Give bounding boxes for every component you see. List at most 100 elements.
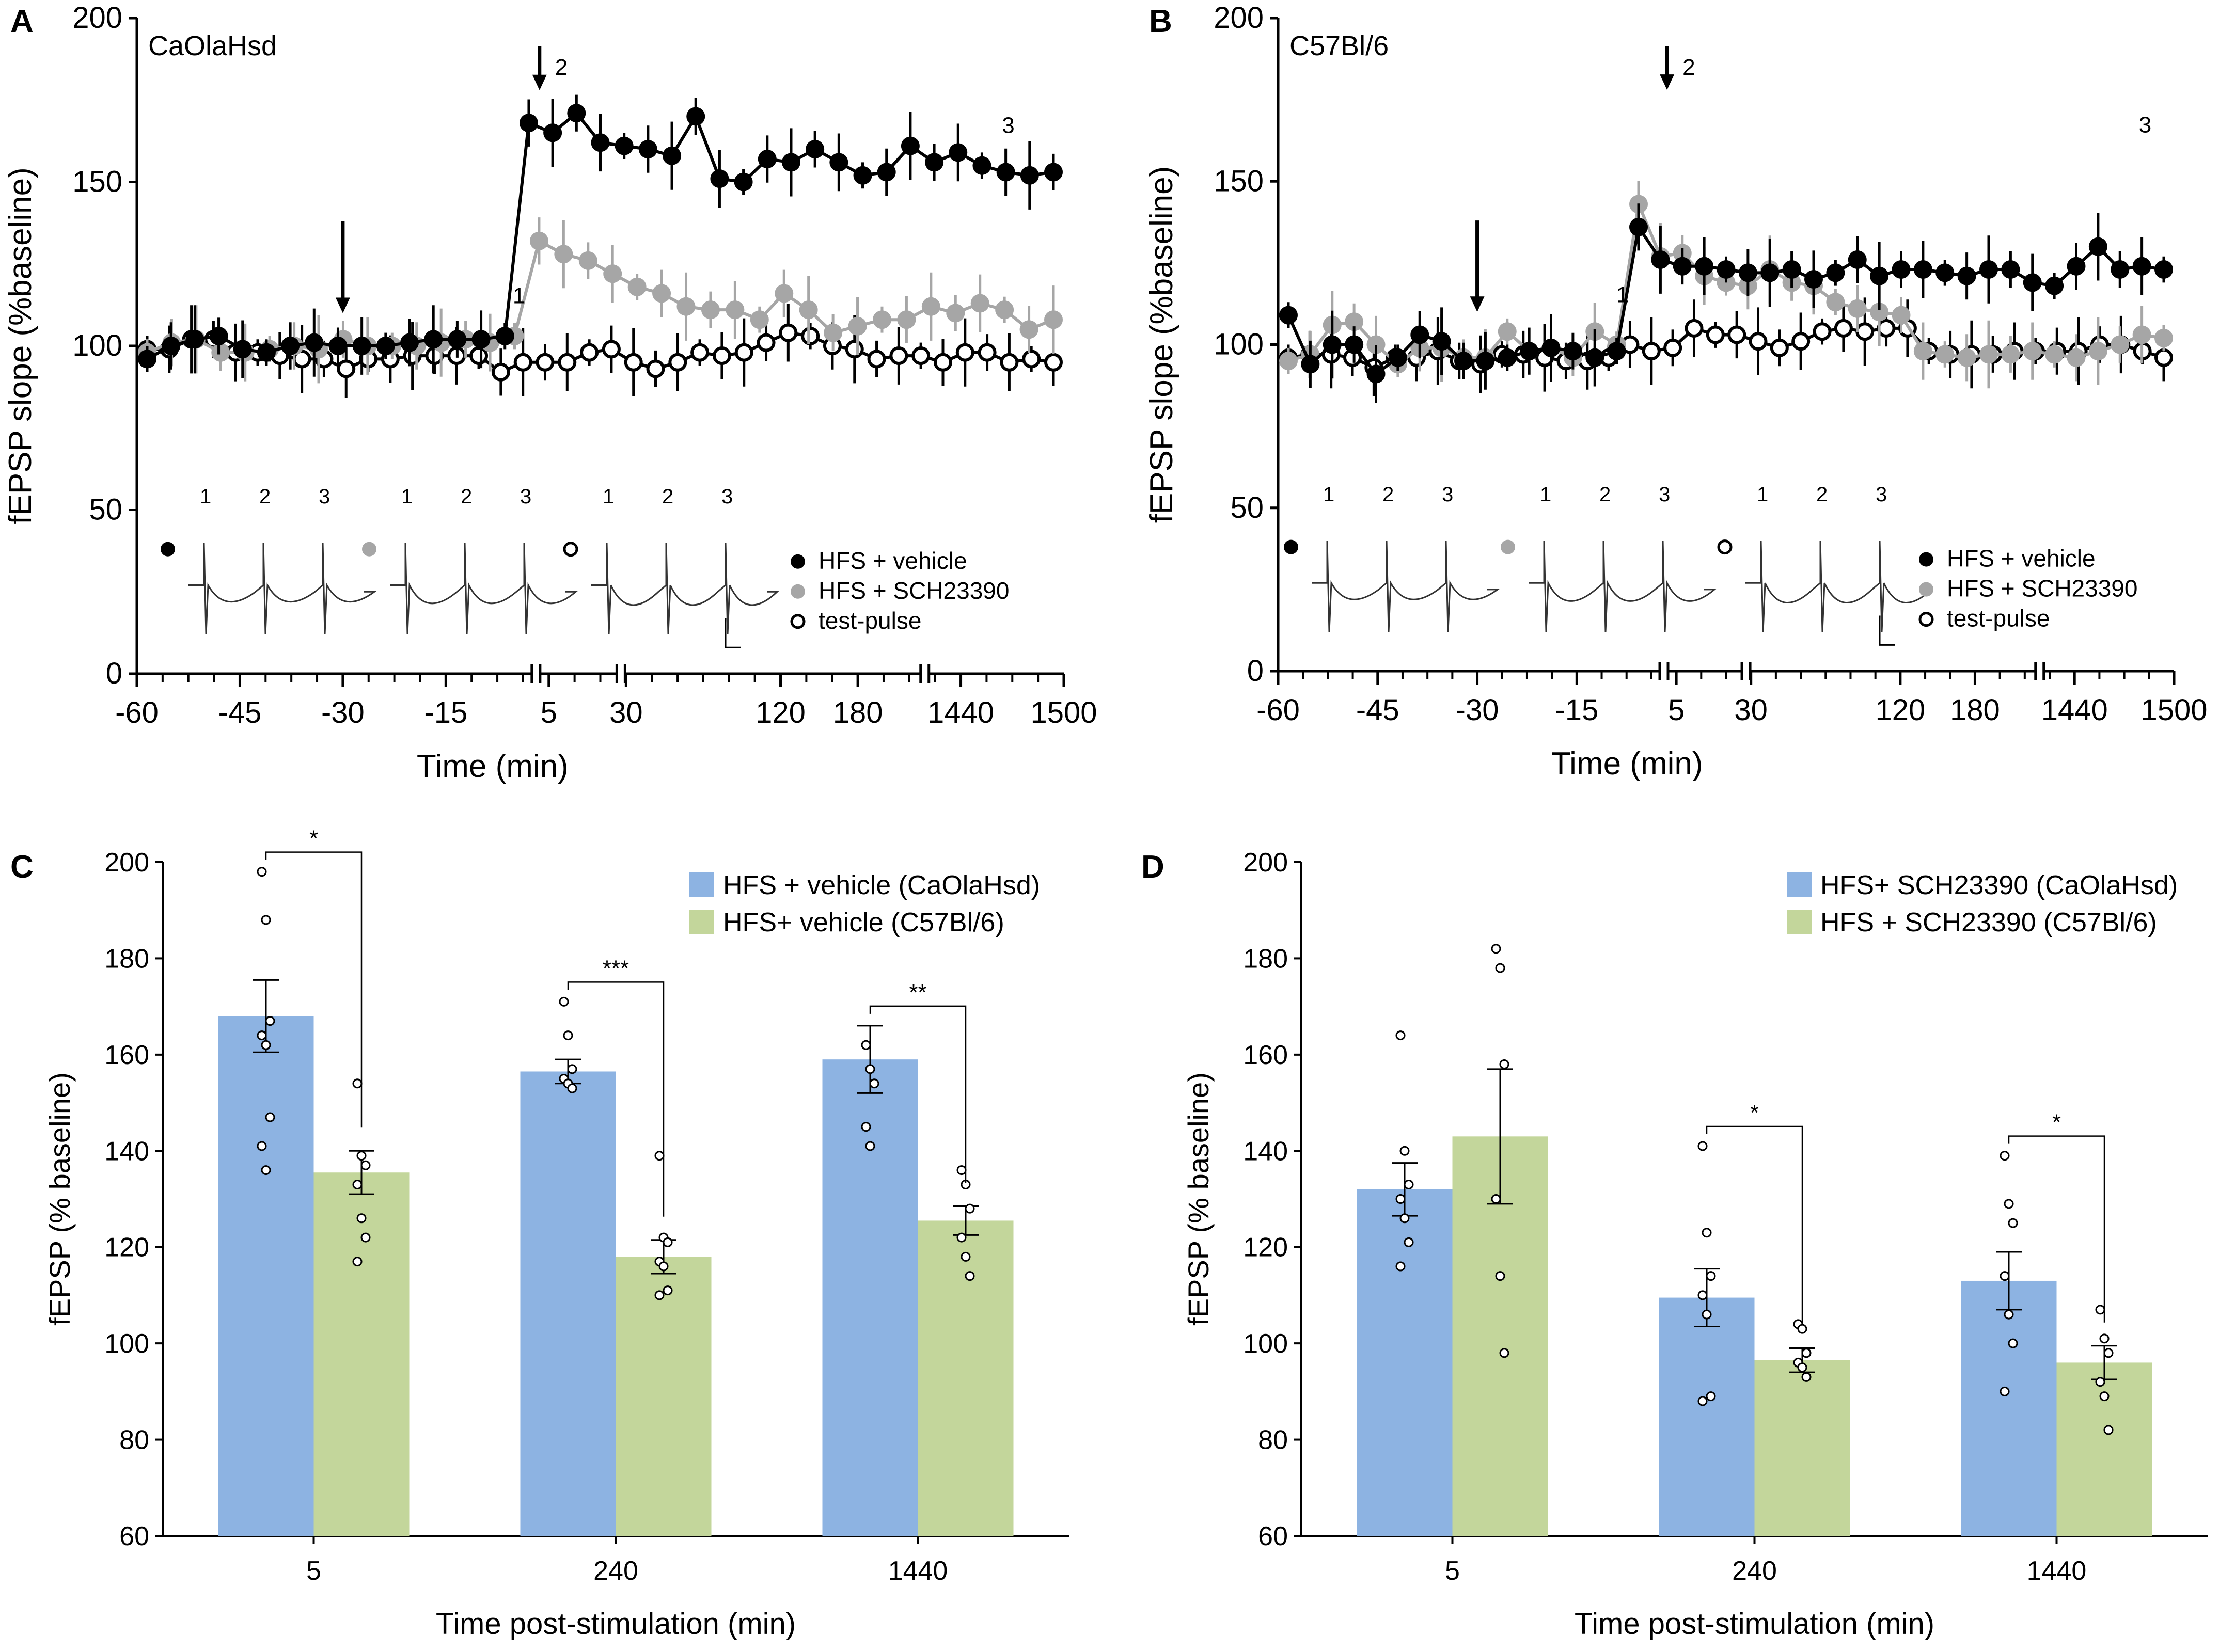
individual-point xyxy=(563,1030,573,1041)
data-point-test-pulse xyxy=(889,346,908,366)
data-point-sch23390 xyxy=(1957,348,1976,367)
data-point-test-pulse xyxy=(690,343,710,362)
data-point-sch23390 xyxy=(775,284,794,303)
individual-point xyxy=(1399,1213,1410,1224)
data-point-vehicle xyxy=(1541,338,1561,357)
data-point-vehicle xyxy=(853,166,872,185)
individual-point xyxy=(1797,1324,1807,1334)
trace-number: 1 xyxy=(200,485,211,508)
legend-label: HFS + vehicle (CaOlaHsd) xyxy=(723,870,1040,900)
data-point-vehicle xyxy=(1892,260,1911,279)
data-point-test-pulse xyxy=(2154,348,2173,367)
example-trace xyxy=(1745,540,1933,632)
significance-label: ** xyxy=(909,980,926,1005)
data-point-vehicle xyxy=(781,153,800,172)
data-point-test-pulse xyxy=(602,340,621,359)
bar-blue xyxy=(520,1071,616,1536)
x-tick-label: 5 xyxy=(1445,1556,1460,1586)
data-point-vehicle xyxy=(424,330,443,349)
data-point-vehicle xyxy=(1804,270,1823,289)
data-point-vehicle xyxy=(376,337,395,355)
bar-green xyxy=(2056,1362,2152,1536)
stimulus-arrow-head xyxy=(1660,74,1675,90)
individual-point xyxy=(1404,1180,1414,1190)
x-tick-label: 1440 xyxy=(2027,1556,2087,1586)
x-tick-label: -15 xyxy=(424,696,467,729)
y-tick-label: 200 xyxy=(1214,1,1264,35)
individual-point xyxy=(961,1251,971,1262)
legend-label: HFS+ SCH23390 (CaOlaHsd) xyxy=(1820,870,2178,900)
panel-label: C xyxy=(10,849,34,885)
data-point-test-pulse xyxy=(801,326,820,345)
x-tick-label: -30 xyxy=(1456,693,1499,727)
data-point-sch23390 xyxy=(701,300,720,320)
data-point-vehicle xyxy=(2045,276,2064,295)
data-point-sch23390 xyxy=(211,343,230,362)
arrow-label: 2 xyxy=(555,55,568,80)
individual-point xyxy=(658,1261,669,1272)
legend-swatch xyxy=(1787,872,1812,897)
individual-point xyxy=(965,1203,975,1214)
trace-number: 3 xyxy=(1876,483,1887,506)
data-point-vehicle xyxy=(591,133,610,152)
individual-point xyxy=(1706,1391,1716,1402)
legend-marker xyxy=(1919,552,1933,567)
individual-point xyxy=(1801,1348,1812,1358)
data-point-test-pulse xyxy=(1685,319,1704,338)
trace-number: 1 xyxy=(1757,483,1768,506)
y-tick-label: 200 xyxy=(72,1,122,35)
individual-point xyxy=(2004,1309,2014,1320)
legend-swatch xyxy=(689,910,714,934)
data-point-vehicle xyxy=(901,136,920,155)
trace-number: 2 xyxy=(1382,483,1394,506)
individual-point xyxy=(1801,1372,1812,1382)
data-point-vehicle xyxy=(1476,352,1495,371)
significance-bracket xyxy=(2008,1135,2105,1323)
data-point-sch23390 xyxy=(1366,335,1386,354)
data-point-sch23390 xyxy=(1892,306,1911,325)
data-point-vehicle xyxy=(925,153,944,172)
axis-break-gap xyxy=(1661,662,1669,680)
individual-point xyxy=(265,1112,275,1122)
panel-b: B C57Bl/6 0 50 100 150 200 fEPSP slope (%baseli… xyxy=(1144,1,2208,782)
y-tick-label: 80 xyxy=(1258,1425,1288,1455)
data-point-vehicle xyxy=(1020,166,1039,185)
data-point-test-pulse xyxy=(668,353,687,372)
individual-point xyxy=(1702,1309,1712,1320)
data-point-sch23390 xyxy=(578,251,597,270)
data-point-sch23390 xyxy=(2088,342,2107,361)
data-point-vehicle xyxy=(162,337,181,355)
data-point-sch23390 xyxy=(921,297,940,316)
individual-point xyxy=(2004,1199,2014,1209)
data-point-sch23390 xyxy=(627,277,647,296)
data-point-vehicle xyxy=(1520,342,1539,361)
data-point-sch23390 xyxy=(1870,303,1889,322)
individual-point xyxy=(1404,1237,1414,1247)
axis-break-gap xyxy=(532,664,540,683)
individual-point xyxy=(1395,1030,1406,1041)
data-point-test-pulse xyxy=(536,353,555,372)
individual-point xyxy=(1697,1290,1708,1300)
panel-d: D 60 80 100 120 140 160 180 200 fEPSP (% baseline… xyxy=(1141,848,2208,1641)
x-tick-label: 1440 xyxy=(2041,693,2108,727)
x-tick-label: 5 xyxy=(1668,693,1685,727)
legend-label: test-pulse xyxy=(819,607,921,634)
data-point-vehicle xyxy=(686,107,705,126)
individual-point xyxy=(965,1271,975,1281)
y-tick-label: 0 xyxy=(1247,654,1264,688)
y-tick-label: 150 xyxy=(72,165,122,199)
data-point-vehicle xyxy=(1629,217,1648,236)
data-point-sch23390 xyxy=(1019,320,1038,339)
data-point-test-pulse xyxy=(491,362,510,382)
data-point-vehicle xyxy=(758,150,777,169)
x-tick-label: -45 xyxy=(1356,693,1399,727)
individual-point xyxy=(1499,1348,1509,1358)
data-point-sch23390 xyxy=(799,300,818,320)
axis-break-gap xyxy=(2036,662,2044,680)
individual-point xyxy=(1495,963,1505,973)
individual-point xyxy=(865,1141,875,1151)
trace-number: 2 xyxy=(1599,483,1611,506)
data-point-sch23390 xyxy=(726,300,745,320)
data-point-vehicle xyxy=(400,333,419,352)
